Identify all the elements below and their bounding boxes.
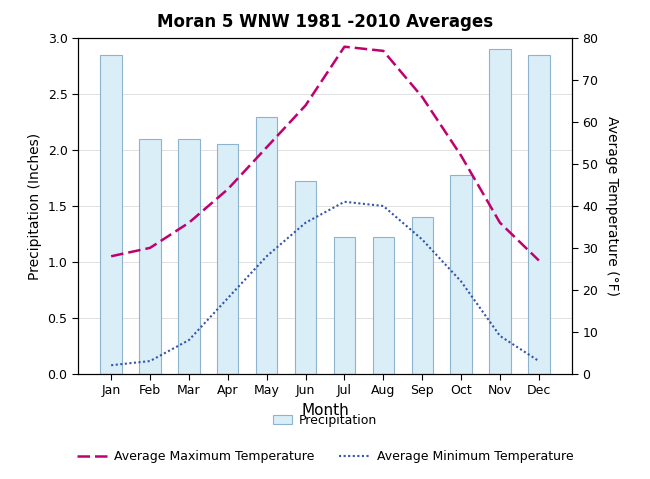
Title: Moran 5 WNW 1981 -2010 Averages: Moran 5 WNW 1981 -2010 Averages — [157, 13, 493, 31]
X-axis label: Month: Month — [301, 402, 349, 418]
Bar — [256, 116, 278, 374]
Y-axis label: Precipitation (Inches): Precipitation (Inches) — [28, 132, 42, 280]
Bar — [489, 49, 511, 374]
Bar — [217, 145, 239, 374]
Bar — [333, 237, 355, 374]
Bar — [295, 182, 317, 374]
Bar — [450, 175, 472, 374]
Bar — [101, 55, 122, 374]
Bar — [139, 139, 161, 374]
Bar — [178, 139, 200, 374]
Bar — [528, 55, 549, 374]
Y-axis label: Average Temperature (°F): Average Temperature (°F) — [605, 116, 619, 296]
Bar — [372, 237, 394, 374]
Legend: Precipitation: Precipitation — [268, 409, 382, 432]
Legend: Average Maximum Temperature, Average Minimum Temperature: Average Maximum Temperature, Average Min… — [72, 445, 578, 468]
Bar — [411, 217, 433, 374]
